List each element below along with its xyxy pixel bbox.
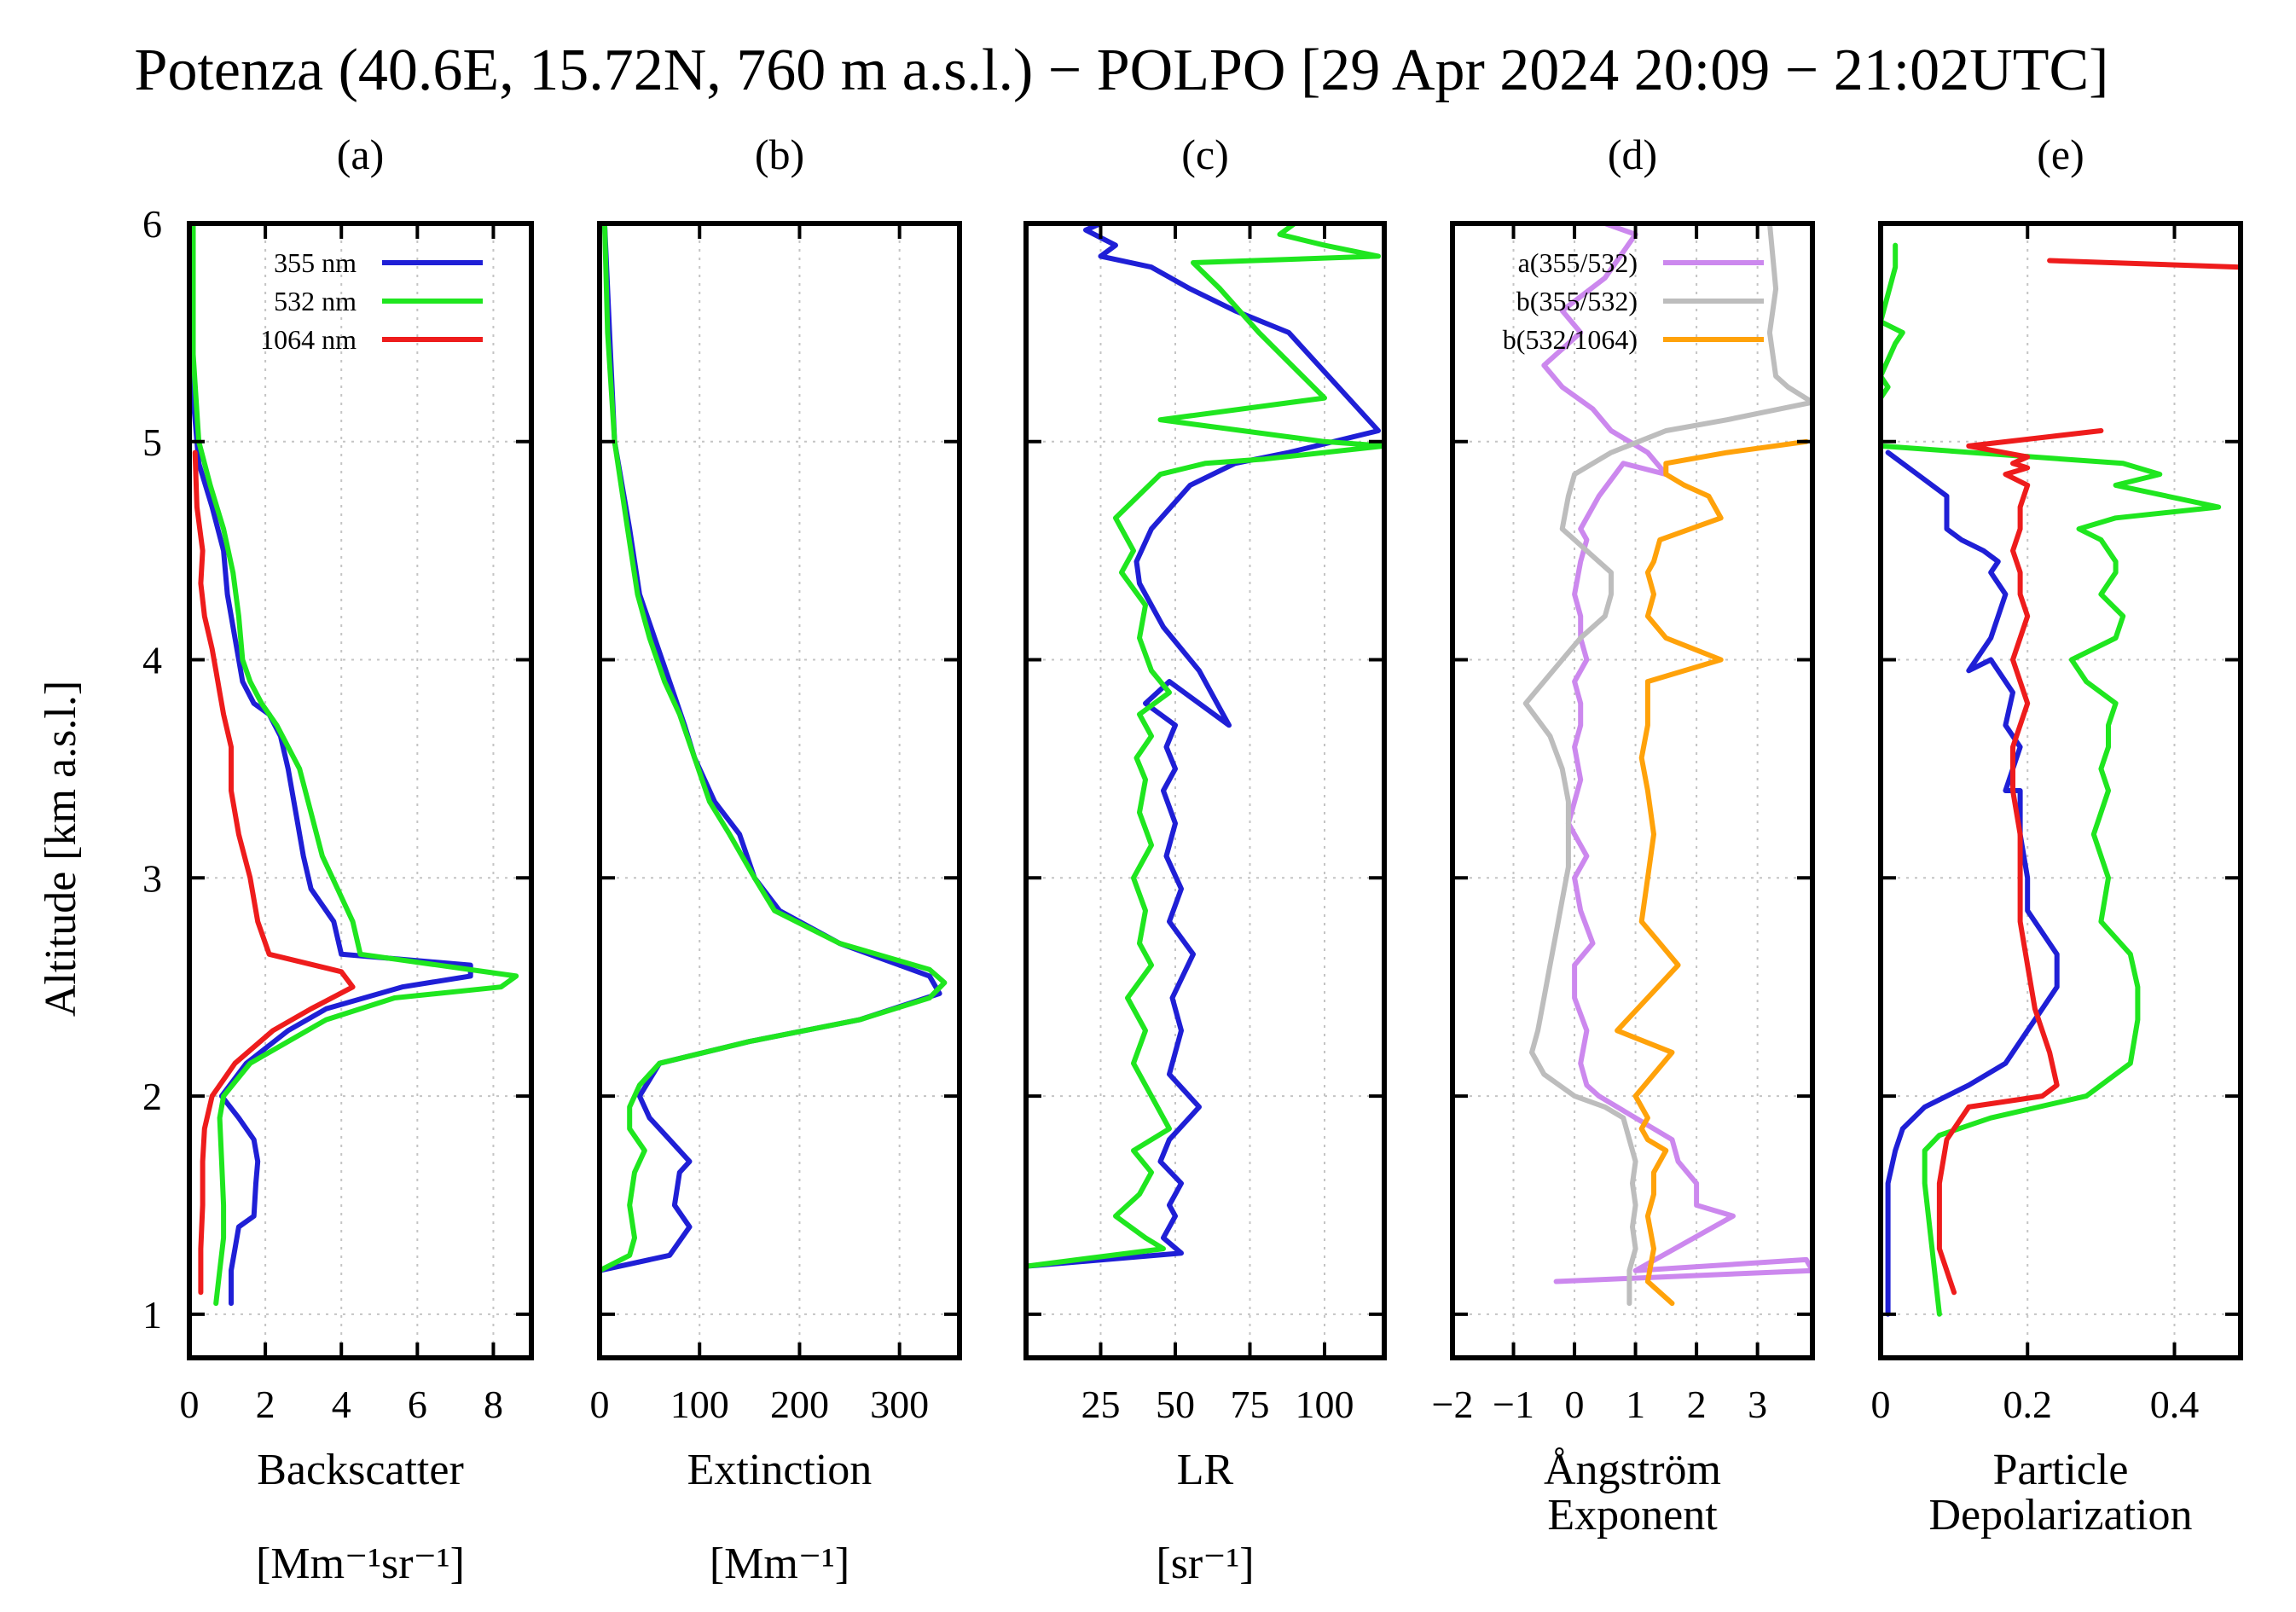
- plot-frame: [1450, 221, 1815, 1360]
- plot-frame: [187, 221, 534, 1360]
- x-axis-label: Extinction: [687, 1446, 873, 1494]
- x-tick-label: 75: [1231, 1383, 1270, 1426]
- x-tick-label: 100: [670, 1383, 729, 1426]
- x-tick-label: 0: [180, 1383, 200, 1426]
- legend-label: a(355/532): [1518, 247, 1638, 278]
- figure-title: Potenza (40.6E, 15.72N, 760 m a.s.l.) − …: [135, 38, 2109, 103]
- x-tick-label: 300: [870, 1383, 929, 1426]
- panel-label: (a): [337, 130, 385, 178]
- y-tick-label: 3: [142, 856, 162, 900]
- x-tick-label: 200: [770, 1383, 829, 1426]
- series-line-c532: [1881, 443, 2222, 1317]
- y-tick-label: 5: [142, 420, 162, 464]
- x-tick-label: 50: [1156, 1383, 1195, 1426]
- y-tick-label: 6: [142, 202, 162, 246]
- panel-label: (d): [1608, 130, 1657, 178]
- x-tick-label: 1: [1626, 1383, 1645, 1426]
- legend-label: b(532/1064): [1503, 324, 1638, 355]
- x-tick-label: 8: [484, 1383, 503, 1426]
- x-tick-label: 0.4: [2150, 1383, 2200, 1426]
- x-tick-label: −1: [1493, 1383, 1534, 1426]
- panel-label: (b): [755, 130, 804, 178]
- x-tick-label: 0: [1565, 1383, 1585, 1426]
- x-tick-label: 3: [1748, 1383, 1767, 1426]
- series-line-c1064: [1936, 428, 2104, 1296]
- series-line-c355: [189, 223, 473, 1307]
- x-axis-units: [Mm⁻¹sr⁻¹]: [256, 1540, 465, 1588]
- panel-2: (b) 0 100 200 300 Extinction [Mm⁻¹]: [590, 130, 962, 1588]
- x-axis-label: LR: [1177, 1446, 1234, 1494]
- plot-frame: [1023, 221, 1387, 1360]
- x-axis-label: Backscatter: [257, 1446, 464, 1494]
- legend-label: b(355/532): [1516, 286, 1638, 316]
- x-tick-label: 4: [332, 1383, 351, 1426]
- series-line-c532: [1881, 242, 1905, 401]
- plot-frame: [597, 221, 962, 1360]
- x-axis-label-line2: Exponent: [1547, 1491, 1718, 1540]
- series-line-c1064: [2047, 258, 2241, 270]
- x-axis-label: Ångström: [1544, 1446, 1721, 1494]
- series-line-c355: [1026, 223, 1381, 1269]
- panel-label: (e): [2037, 130, 2084, 178]
- panel-1: (a) 0 2 4 6 8 1 2 3 4 5 6 Backscatter [Mm⁻¹sr⁻¹] 355 n…: [142, 130, 534, 1588]
- series-line-c532: [1026, 223, 1384, 1269]
- x-axis-units: [sr⁻¹]: [1156, 1540, 1254, 1588]
- x-tick-label: 25: [1081, 1383, 1121, 1426]
- x-tick-label: 0.2: [2003, 1383, 2052, 1426]
- x-axis-units: [Mm⁻¹]: [710, 1540, 849, 1588]
- series-line-c1064: [192, 449, 356, 1296]
- x-axis-label-line2: Depolarization: [1929, 1491, 2193, 1540]
- x-tick-label: 0: [1871, 1383, 1891, 1426]
- y-tick-label: 4: [142, 639, 162, 682]
- y-tick-label: 1: [142, 1293, 162, 1337]
- x-tick-label: 2: [256, 1383, 275, 1426]
- series-line-c355: [1885, 449, 2060, 1317]
- series-line-be355: [1522, 223, 1812, 1307]
- plot-frame: [1878, 221, 2243, 1360]
- panel-label: (c): [1181, 130, 1229, 178]
- y-tick-label: 2: [142, 1075, 162, 1118]
- series-line-c532: [600, 223, 948, 1273]
- x-axis-label: Particle: [1993, 1446, 2129, 1494]
- series-line-c355: [600, 223, 942, 1273]
- legend-label: 355 nm: [274, 247, 357, 278]
- legend-label: 532 nm: [274, 286, 357, 316]
- series-line-be532: [1615, 438, 1809, 1307]
- x-tick-label: 100: [1296, 1383, 1354, 1426]
- panel-3: (c) 25 50 75 100 LR [sr⁻¹]: [1023, 130, 1387, 1588]
- legend-label: 1064 nm: [260, 324, 357, 355]
- x-tick-label: −2: [1432, 1383, 1474, 1426]
- x-tick-label: 6: [408, 1383, 427, 1426]
- y-axis-label: Altitude [km a.s.l.]: [37, 681, 85, 1017]
- x-tick-label: 2: [1687, 1383, 1707, 1426]
- series-line-ae: [1541, 223, 1812, 1284]
- x-tick-label: 0: [590, 1383, 610, 1426]
- series-line-c532: [190, 223, 519, 1307]
